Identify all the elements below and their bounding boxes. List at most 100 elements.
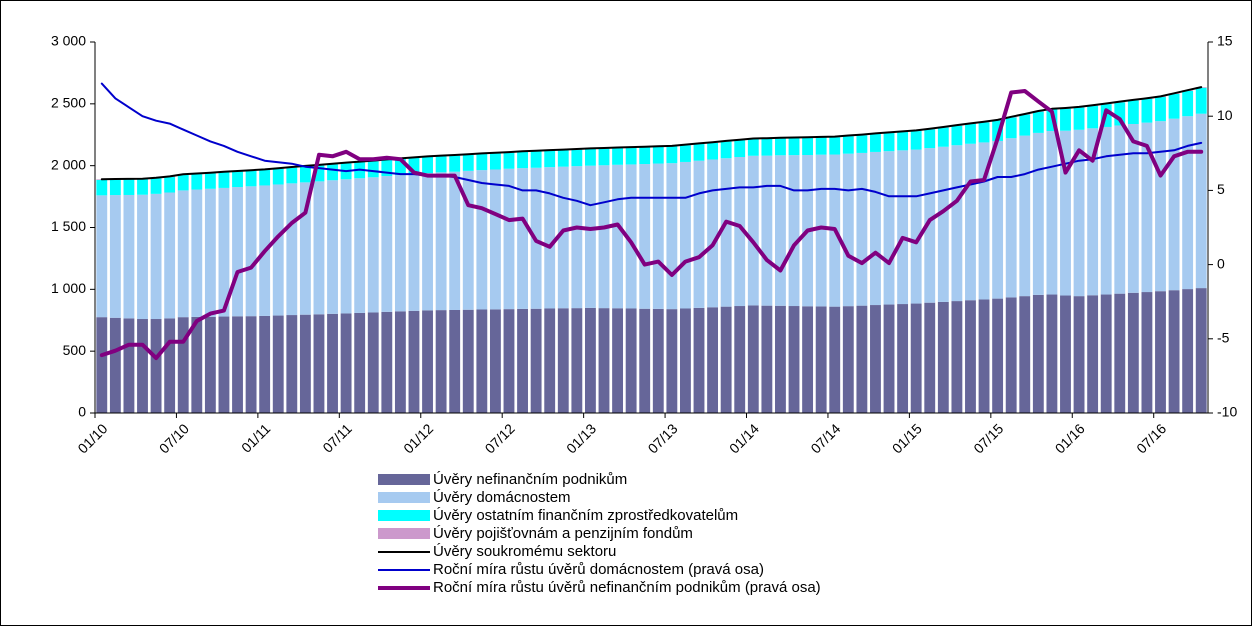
bar <box>747 139 759 156</box>
bar <box>734 157 746 307</box>
bar <box>1182 289 1194 413</box>
legend-swatch <box>378 510 430 521</box>
bar <box>1127 123 1139 293</box>
bar <box>381 176 393 312</box>
bar <box>96 195 108 318</box>
y2-tick-label: 5 <box>1217 181 1225 197</box>
bar <box>937 127 949 147</box>
bar <box>218 187 230 317</box>
bar <box>449 155 461 172</box>
bar <box>1087 105 1099 129</box>
bar <box>164 192 176 319</box>
bar <box>1182 116 1194 290</box>
bar <box>327 313 338 413</box>
bar <box>842 136 854 154</box>
bar <box>245 186 257 317</box>
bar <box>327 164 338 181</box>
bar <box>286 183 298 316</box>
legend-label: Úvěry pojišťovnám a penzijním fondům <box>433 525 693 542</box>
bar <box>842 153 854 307</box>
bar <box>707 159 719 308</box>
bar <box>720 158 732 307</box>
bar <box>747 305 759 413</box>
bar <box>937 301 949 413</box>
bar <box>1046 294 1058 413</box>
bar <box>1100 126 1112 295</box>
bar <box>503 152 515 169</box>
bar <box>313 181 325 315</box>
bar <box>557 166 569 309</box>
bar <box>1046 131 1058 295</box>
bar <box>503 309 515 413</box>
legend-swatch <box>378 492 430 503</box>
bar <box>476 154 488 171</box>
legend-swatch <box>378 474 430 485</box>
bar <box>870 134 881 152</box>
bar <box>109 179 121 196</box>
bar <box>259 315 271 413</box>
bar <box>788 155 800 307</box>
bar <box>761 305 773 413</box>
bar <box>680 308 691 413</box>
bar <box>666 309 678 413</box>
bar <box>829 306 841 413</box>
bar <box>1114 293 1126 413</box>
bar <box>1127 292 1139 413</box>
bar <box>489 169 501 310</box>
bar <box>1168 118 1180 291</box>
bar <box>218 316 230 413</box>
bar <box>571 166 583 309</box>
bar <box>870 151 881 306</box>
y2-tick-label: 0 <box>1217 255 1225 271</box>
bar <box>109 317 121 413</box>
bar <box>815 154 827 307</box>
bar <box>517 168 528 309</box>
bar <box>856 135 868 153</box>
bar <box>530 308 542 413</box>
bar <box>693 144 705 161</box>
legend-label: Roční míra růstu úvěrů nefinančním podni… <box>433 579 821 596</box>
bar <box>394 158 406 176</box>
bar <box>1155 121 1166 292</box>
bar <box>544 308 556 413</box>
bar <box>815 306 827 413</box>
bar <box>978 122 990 143</box>
bar <box>652 146 664 164</box>
bar <box>544 167 556 309</box>
y-tick-label: 0 <box>78 404 86 420</box>
bar <box>232 316 243 413</box>
bar <box>883 133 895 152</box>
bar <box>408 310 420 413</box>
bar <box>734 306 746 413</box>
bar <box>856 305 868 413</box>
y-tick-label: 2 500 <box>51 95 86 111</box>
bar <box>150 178 162 194</box>
legend-label: Úvěry domácnostem <box>433 489 571 506</box>
bar <box>517 308 528 413</box>
y-tick-label: 1 000 <box>51 280 86 296</box>
bar <box>1141 292 1153 413</box>
bar <box>897 304 909 413</box>
bar <box>367 312 379 413</box>
bar <box>856 152 868 306</box>
bar <box>924 148 936 303</box>
bar <box>883 151 895 305</box>
bar <box>313 314 325 413</box>
bar <box>354 312 366 413</box>
bar <box>150 193 162 320</box>
bar <box>992 298 1004 413</box>
bar <box>1019 114 1031 136</box>
bar <box>1141 98 1153 123</box>
bar <box>204 188 216 317</box>
bar <box>775 138 786 156</box>
bar <box>476 309 488 413</box>
bar <box>286 167 298 184</box>
bar <box>612 308 623 413</box>
bar <box>1005 117 1017 139</box>
bar <box>1114 102 1126 126</box>
bar <box>422 173 433 311</box>
bar <box>788 138 800 156</box>
bar <box>910 303 922 413</box>
bar <box>299 166 311 183</box>
